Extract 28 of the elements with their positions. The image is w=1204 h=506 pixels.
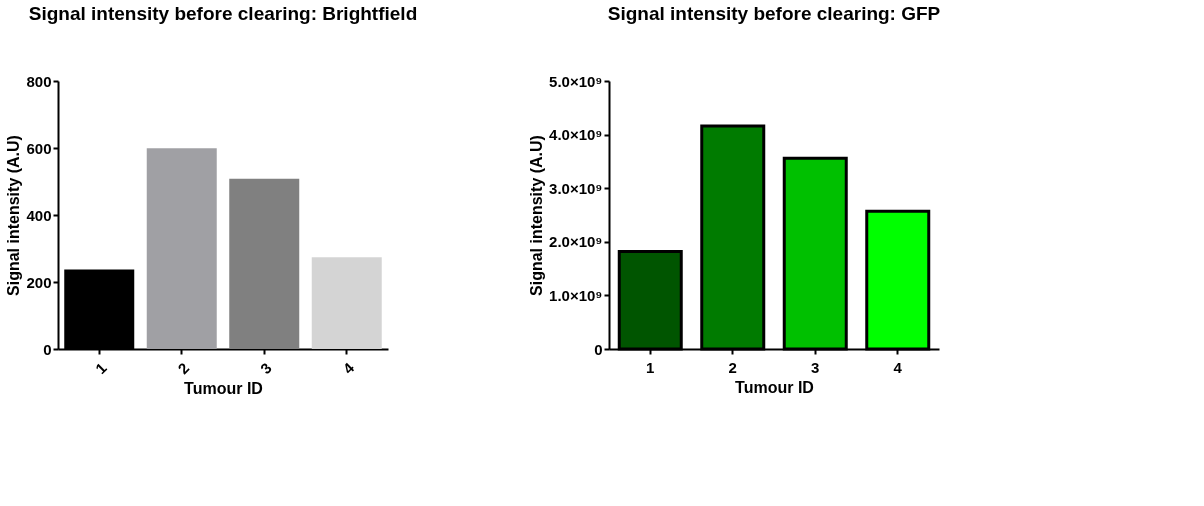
x-axis-title: Tumour ID xyxy=(184,380,263,398)
y-tick-label: 400 xyxy=(26,206,52,224)
y-axis-title: Signal intensity (A.U) xyxy=(5,135,23,296)
y-tick-label: 200 xyxy=(26,273,52,291)
x-tick-label: 3 xyxy=(256,359,275,378)
y-tick-label: 600 xyxy=(26,139,52,157)
x-tick-label: 2 xyxy=(174,359,193,378)
y-axis-title: Signal intensity (A.U) xyxy=(528,135,546,296)
y-tick-label: 5.0×10⁹ xyxy=(549,72,603,90)
bar xyxy=(229,178,300,349)
x-tick-label: 4 xyxy=(893,358,903,376)
chart-title: Signal intensity before clearing: Brightfield xyxy=(28,3,418,24)
y-tick-label: 3.0×10⁹ xyxy=(549,179,603,197)
y-tick-label: 1.0×10⁹ xyxy=(549,286,603,304)
bar xyxy=(146,148,217,349)
x-tick-label: 1 xyxy=(646,358,655,376)
y-tick-label: 800 xyxy=(26,72,52,90)
y-tick-label: 2.0×10⁹ xyxy=(549,233,603,251)
y-tick-label: 0 xyxy=(43,340,52,358)
x-tick-label: 3 xyxy=(811,358,820,376)
y-tick-label: 0 xyxy=(594,340,603,358)
y-tick-label: 4.0×10⁹ xyxy=(549,126,603,144)
x-tick-label: 2 xyxy=(728,358,737,376)
x-tick-label: 4 xyxy=(339,358,358,378)
bar xyxy=(311,257,382,349)
x-tick-label: 1 xyxy=(91,359,110,378)
x-axis-title: Tumour ID xyxy=(735,378,814,396)
chart-title: Signal intensity before clearing: GFP xyxy=(607,3,941,24)
